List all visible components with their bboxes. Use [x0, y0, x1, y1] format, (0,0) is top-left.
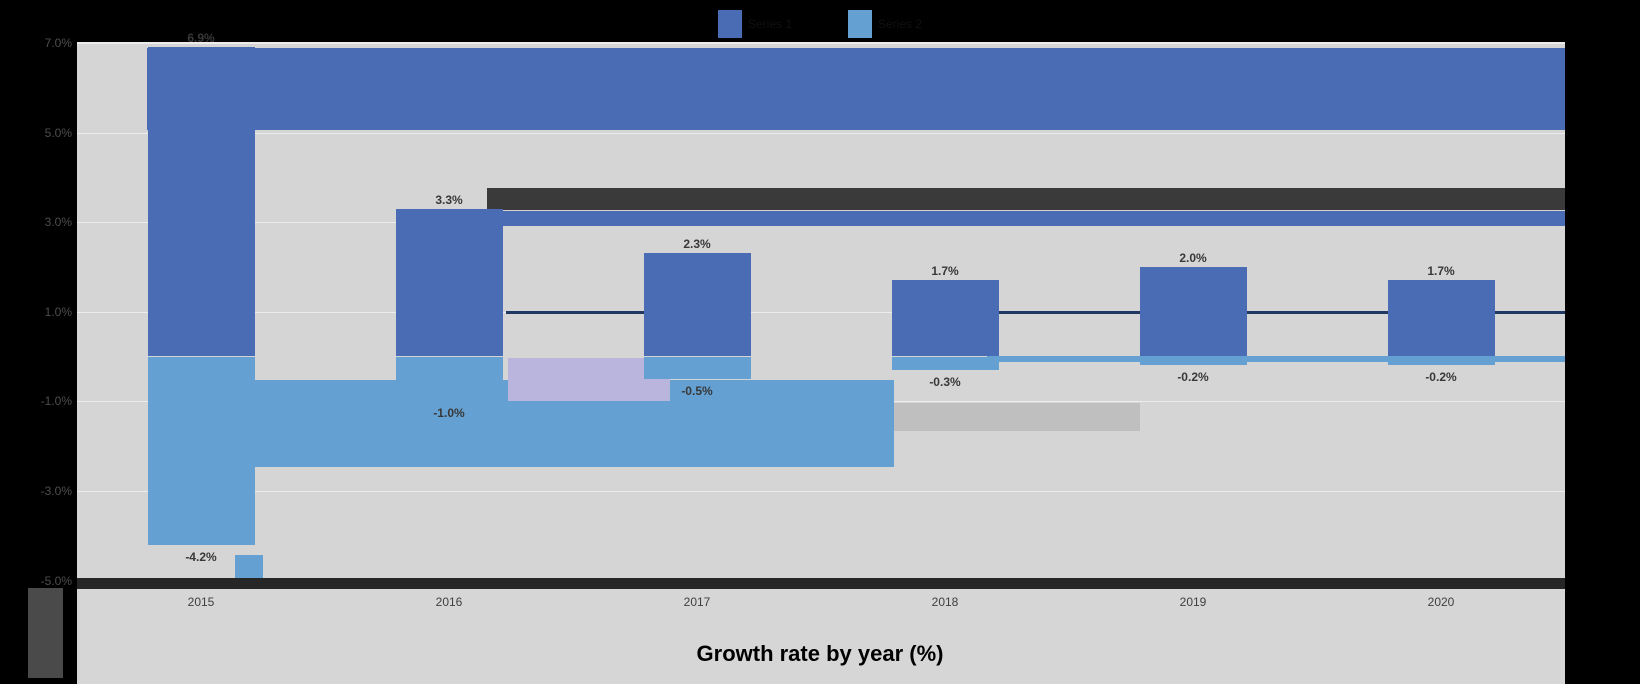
- bar-value-label: -0.2%: [1177, 370, 1209, 384]
- x-axis-tick-label: 2020: [1427, 595, 1455, 609]
- gridline: [77, 312, 1565, 313]
- bar-positive-2015[interactable]: [147, 47, 255, 356]
- x-axis-tick-label: 2016: [435, 595, 463, 609]
- smear-band: [506, 311, 670, 314]
- y-axis-tick-label: 5.0%: [44, 126, 72, 140]
- legend-swatch-icon: [848, 10, 872, 38]
- smear-band: [987, 311, 1565, 314]
- bar-value-label: 2.3%: [683, 237, 711, 251]
- chart-footer-area: [77, 578, 1565, 684]
- bar-positive-2019[interactable]: [1139, 267, 1247, 356]
- x-axis-tick-label: 2015: [187, 595, 215, 609]
- bar-value-label: 2.0%: [1179, 251, 1207, 265]
- bar-negative-2020[interactable]: [1387, 357, 1495, 365]
- bar-value-label: 1.7%: [1427, 264, 1455, 278]
- bar-positive-2020[interactable]: [1387, 280, 1495, 356]
- bar-positive-2017[interactable]: [643, 253, 751, 356]
- smear-band: [987, 356, 1565, 362]
- smear-band: [508, 358, 670, 401]
- y-axis-tick-label: 7.0%: [44, 36, 72, 50]
- y-axis-tick-label: -5.0%: [40, 574, 72, 588]
- plot-area: [77, 42, 1565, 579]
- bar-value-label: 1.7%: [931, 264, 959, 278]
- gridline: [77, 491, 1565, 492]
- x-axis-tick-label: 2018: [931, 595, 959, 609]
- bar-negative-2015[interactable]: [147, 357, 255, 545]
- y-axis-tick-label: -1.0%: [40, 394, 72, 408]
- smear-band: [147, 48, 1565, 130]
- bar-negative-2019[interactable]: [1139, 357, 1247, 365]
- bar-value-label: -0.2%: [1425, 370, 1457, 384]
- bar-value-label: 6.9%: [187, 31, 215, 45]
- x-axis-tick-label: 2017: [683, 595, 711, 609]
- smear-band: [77, 578, 1565, 589]
- smear-band: [400, 211, 1565, 226]
- gridline: [77, 43, 1565, 44]
- legend-item[interactable]: Series 1: [718, 10, 792, 38]
- legend-item[interactable]: Series 2: [848, 10, 922, 38]
- bar-negative-2018[interactable]: [891, 357, 999, 370]
- bar-positive-2018[interactable]: [891, 280, 999, 356]
- smear-band: [235, 555, 263, 578]
- bar-positive-2016[interactable]: [395, 209, 503, 356]
- legend-label: Series 2: [878, 17, 923, 31]
- smear-band: [894, 403, 1140, 431]
- bar-value-label: 3.3%: [435, 193, 463, 207]
- smear-band: [487, 188, 1565, 210]
- gridline: [77, 133, 1565, 134]
- legend: Series 1 Series 2: [0, 10, 1640, 38]
- bar-value-label: -4.2%: [185, 550, 217, 564]
- y-axis-tick-label: 3.0%: [44, 215, 72, 229]
- chart-title: Growth rate by year (%): [696, 641, 944, 666]
- smear-band: [28, 588, 63, 678]
- y-axis-tick-label: 1.0%: [44, 305, 72, 319]
- x-axis-tick-label: 2019: [1179, 595, 1207, 609]
- bar-value-label: -0.3%: [929, 375, 961, 389]
- legend-label: Series 1: [748, 17, 793, 31]
- bar-value-label: -0.5%: [681, 384, 713, 398]
- legend-swatch-icon: [718, 10, 742, 38]
- bar-negative-2016[interactable]: [395, 357, 503, 401]
- y-axis-tick-label: -3.0%: [40, 484, 72, 498]
- bar-value-label: -1.0%: [433, 406, 465, 420]
- bar-negative-2017[interactable]: [643, 357, 751, 379]
